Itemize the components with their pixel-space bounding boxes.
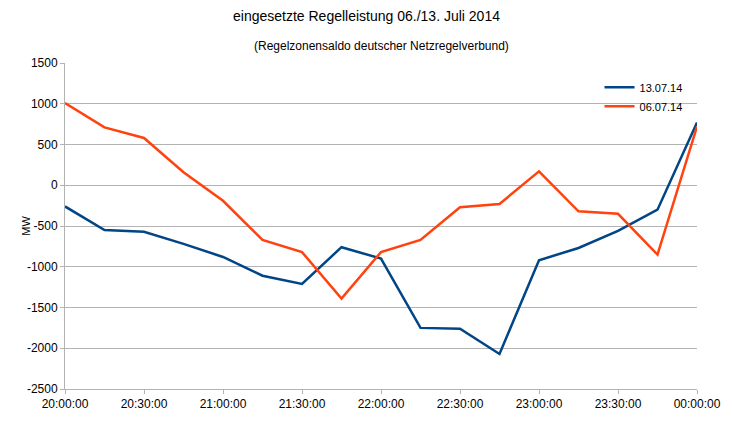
svg-text:21:00:00: 21:00:00 xyxy=(200,397,247,411)
svg-text:22:30:00: 22:30:00 xyxy=(437,397,484,411)
svg-text:eingesetzte Regelleistung 06./: eingesetzte Regelleistung 06./13. Juli 2… xyxy=(233,8,500,24)
svg-text:MW: MW xyxy=(20,216,32,236)
svg-text:1500: 1500 xyxy=(31,56,58,70)
svg-text:22:00:00: 22:00:00 xyxy=(358,397,405,411)
svg-text:00:00:00: 00:00:00 xyxy=(674,397,721,411)
svg-text:06.07.14: 06.07.14 xyxy=(640,101,683,113)
svg-text:(Regelzonensaldo deutscher Net: (Regelzonensaldo deutscher Netzregelverb… xyxy=(254,39,509,53)
svg-text:500: 500 xyxy=(38,138,58,152)
svg-text:23:30:00: 23:30:00 xyxy=(595,397,642,411)
svg-text:-2000: -2000 xyxy=(27,341,58,355)
svg-text:-500: -500 xyxy=(34,219,58,233)
svg-text:-1000: -1000 xyxy=(27,260,58,274)
svg-text:20:30:00: 20:30:00 xyxy=(121,397,168,411)
svg-text:1000: 1000 xyxy=(31,97,58,111)
svg-text:13.07.14: 13.07.14 xyxy=(640,82,683,94)
svg-text:20:00:00: 20:00:00 xyxy=(42,397,89,411)
svg-text:0: 0 xyxy=(51,178,58,192)
svg-text:21:30:00: 21:30:00 xyxy=(279,397,326,411)
svg-text:-1500: -1500 xyxy=(27,301,58,315)
svg-text:-2500: -2500 xyxy=(27,382,58,396)
svg-text:23:00:00: 23:00:00 xyxy=(516,397,563,411)
